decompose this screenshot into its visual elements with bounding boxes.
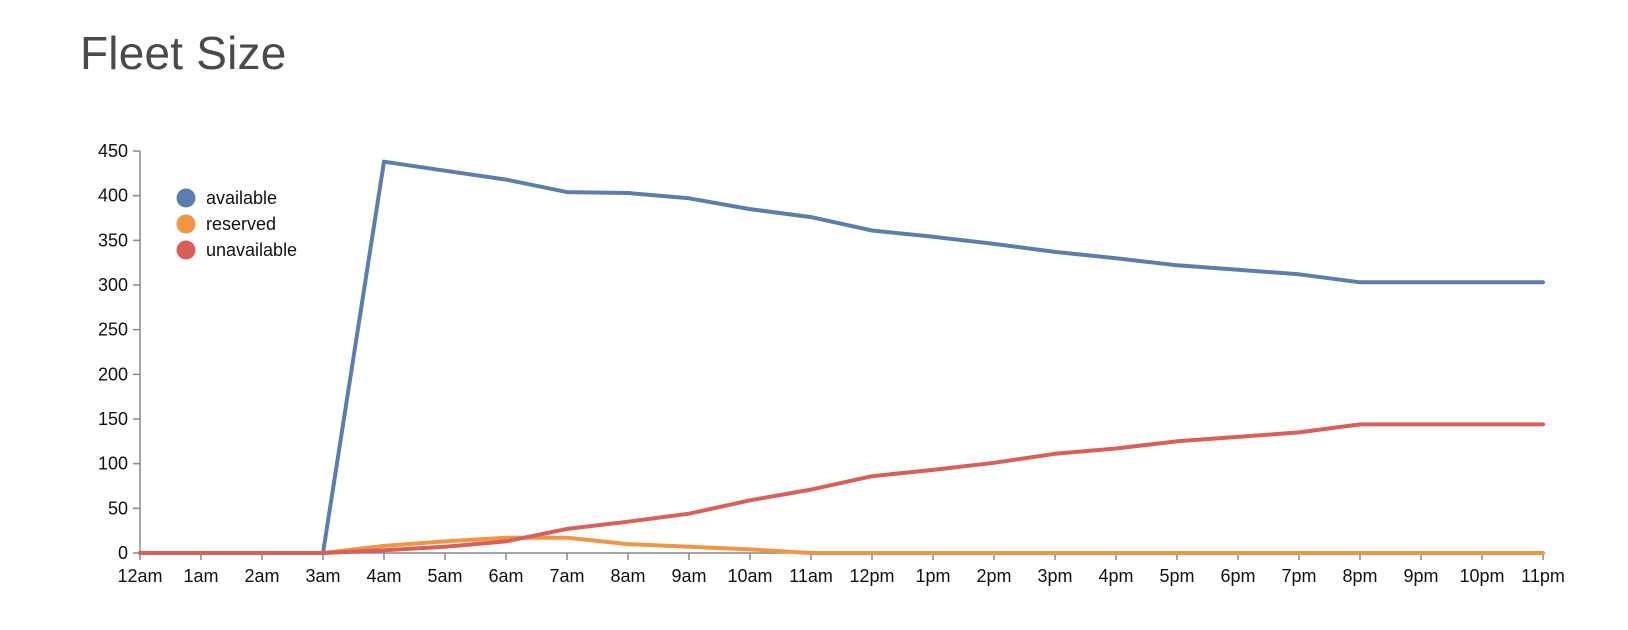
x-tick-label: 9am — [671, 566, 706, 586]
series-line-available — [138, 159, 1545, 555]
x-tick-label: 5am — [427, 566, 462, 586]
x-tick-label: 10am — [727, 566, 772, 586]
x-tick-label: 2am — [244, 566, 279, 586]
y-tick-label: 450 — [98, 141, 128, 161]
x-tick-label: 2pm — [976, 566, 1011, 586]
legend-swatch-unavailable — [176, 240, 196, 260]
x-tick-label: 4pm — [1098, 566, 1133, 586]
x-tick-label: 11pm — [1521, 566, 1565, 586]
chart-title: Fleet Size — [80, 27, 287, 79]
x-tick-label: 8pm — [1342, 566, 1377, 586]
x-axis: 12am 1am 2am 3am 4am 5am 6am 7am 8am 9am 10am 11am 1… — [117, 552, 1565, 586]
x-tick-label: 6am — [488, 566, 523, 586]
y-tick-label: 0 — [118, 543, 128, 563]
legend-label-reserved: reserved — [206, 214, 276, 234]
legend-swatch-reserved — [176, 214, 196, 234]
x-tick-label: 3am — [305, 566, 340, 586]
series-lines — [138, 159, 1545, 555]
x-tick-label: 6pm — [1220, 566, 1255, 586]
x-tick-label: 7am — [549, 566, 584, 586]
x-tick-label: 12pm — [849, 566, 894, 586]
x-tick-label: 4am — [366, 566, 401, 586]
legend-swatch-available — [176, 188, 196, 208]
x-tick-label: 3pm — [1037, 566, 1072, 586]
x-tick-label: 11am — [789, 566, 833, 586]
legend: available reserved unavailable — [176, 188, 297, 260]
y-tick-label: 400 — [98, 186, 128, 206]
series-line-reserved — [138, 535, 1545, 555]
x-tick-label: 1pm — [915, 566, 950, 586]
x-tick-label: 10pm — [1459, 566, 1504, 586]
y-tick-label: 250 — [98, 320, 128, 340]
y-tick-label: 200 — [98, 364, 128, 384]
x-tick-label: 8am — [610, 566, 645, 586]
y-tick-label: 150 — [98, 409, 128, 429]
legend-label-available: available — [206, 188, 277, 208]
x-tick-label: 12am — [117, 566, 162, 586]
y-axis: 0 50 100 150 200 250 300 350 400 450 — [98, 141, 141, 563]
x-tick-label: 7pm — [1281, 566, 1316, 586]
y-tick-label: 50 — [108, 498, 128, 518]
series-line-unavailable — [138, 422, 1545, 555]
x-tick-label: 9pm — [1403, 566, 1438, 586]
y-tick-label: 300 — [98, 275, 128, 295]
legend-label-unavailable: unavailable — [206, 240, 297, 260]
x-tick-label: 5pm — [1159, 566, 1194, 586]
x-tick-label: 1am — [183, 566, 218, 586]
y-tick-label: 350 — [98, 230, 128, 250]
y-tick-label: 100 — [98, 454, 128, 474]
